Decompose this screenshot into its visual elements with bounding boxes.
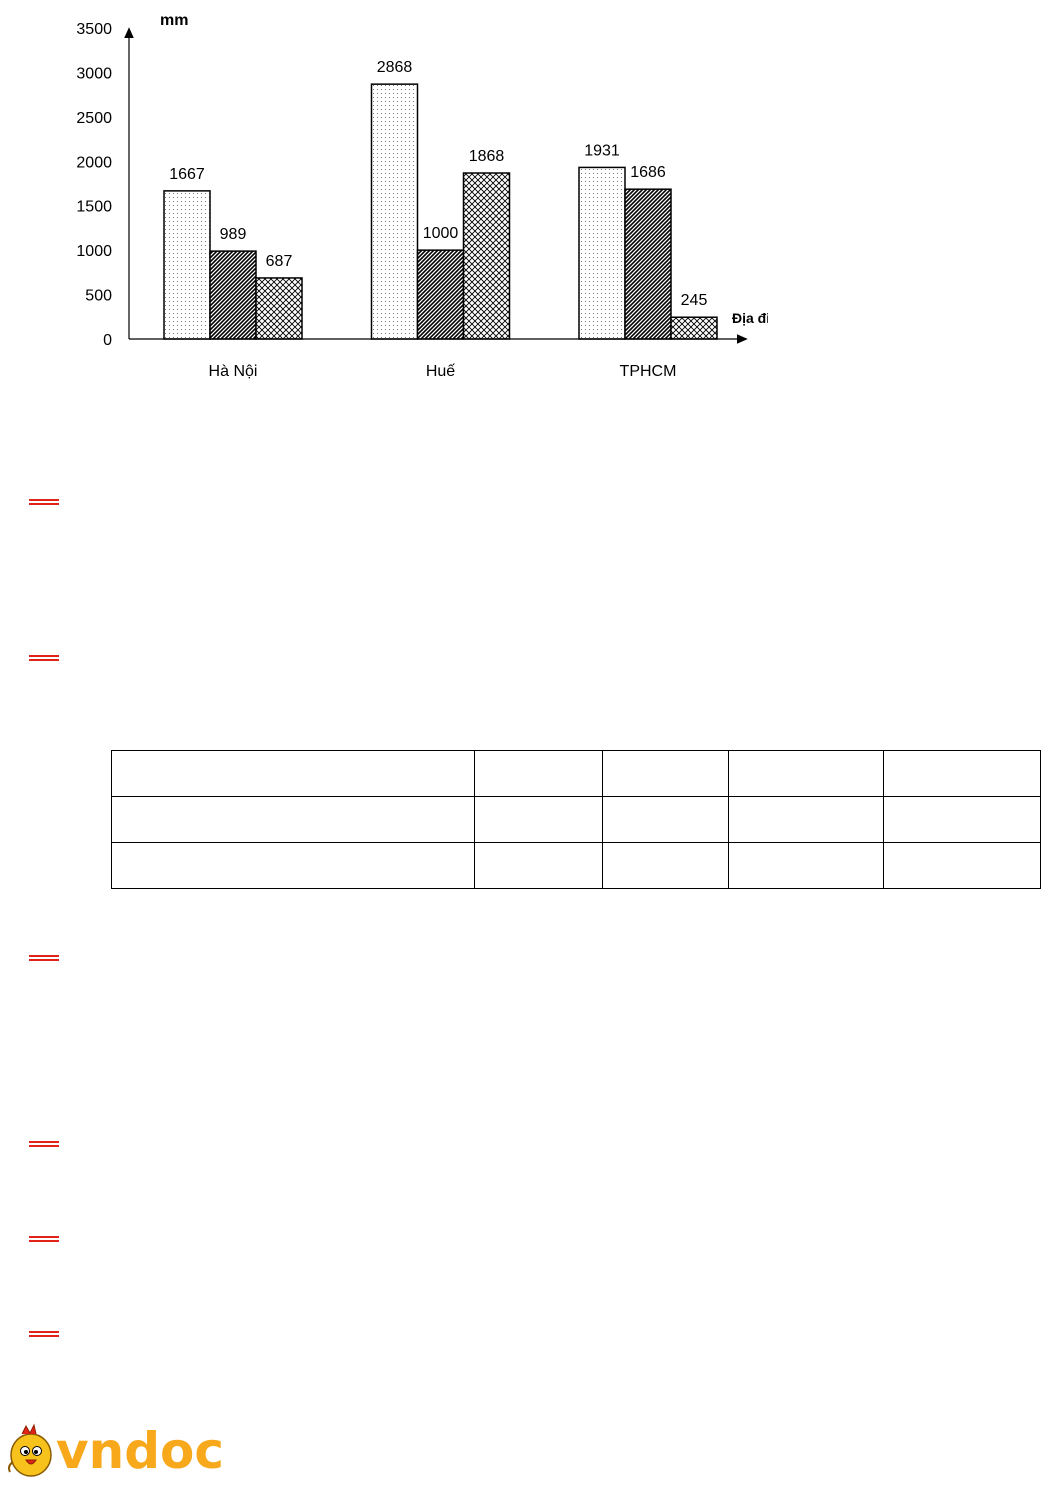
table-cell xyxy=(883,842,1041,889)
y-tick-label: 2000 xyxy=(76,154,112,171)
bar-diagonal xyxy=(416,249,465,340)
y-tick-label: 1500 xyxy=(76,199,112,216)
y-tick-label: 1000 xyxy=(76,243,112,260)
y-tick-label: 3500 xyxy=(76,21,112,38)
bar-crosshatch xyxy=(462,172,511,340)
data-label: 1000 xyxy=(423,225,459,242)
chart-svg: 0 500 1000 1500 2000 2500 3000 3500 1667 989 687 2… xyxy=(76,12,768,380)
table-cell xyxy=(602,842,729,889)
data-label: 1931 xyxy=(584,142,620,159)
table-cell xyxy=(883,796,1041,843)
table-cell xyxy=(728,750,884,797)
table-cell xyxy=(111,750,475,797)
red-double-line-marker xyxy=(29,955,59,961)
y-tick-label: 0 xyxy=(103,332,112,349)
bar-chart: 0 500 1000 1500 2000 2500 3000 3500 1667 989 687 2… xyxy=(28,0,768,392)
red-double-line-marker xyxy=(29,1331,59,1337)
x-category-label: Hà Nội xyxy=(209,363,258,380)
y-axis-title: mm xyxy=(160,12,188,29)
table-cell xyxy=(883,750,1041,797)
y-tick-label: 2500 xyxy=(76,110,112,127)
vndoc-logo: vndoc xyxy=(4,1422,224,1480)
bar-crosshatch xyxy=(255,277,303,340)
red-double-line-marker xyxy=(29,1141,59,1147)
data-label: 245 xyxy=(681,292,708,309)
x-axis-labels: Hà Nội Huế TPHCM xyxy=(209,363,677,380)
bar-dots xyxy=(163,190,211,340)
logo-text: vndoc xyxy=(56,1422,224,1480)
table-row xyxy=(111,750,1041,797)
red-double-line-marker xyxy=(29,499,59,505)
data-label: 1667 xyxy=(169,166,205,183)
table-cell xyxy=(728,796,884,843)
data-label: 1868 xyxy=(469,148,505,165)
table-cell xyxy=(474,750,603,797)
table-cell xyxy=(474,796,603,843)
red-double-line-marker xyxy=(29,1236,59,1242)
y-tick-label: 500 xyxy=(85,288,112,305)
logo-graphic: vndoc xyxy=(8,1422,224,1480)
table-cell xyxy=(602,796,729,843)
table-row xyxy=(111,796,1041,843)
data-label: 687 xyxy=(266,253,293,270)
data-label: 989 xyxy=(220,226,247,243)
table-cell xyxy=(602,750,729,797)
y-axis-ticks: 0 500 1000 1500 2000 2500 3000 3500 xyxy=(76,21,112,349)
bar-dots xyxy=(578,166,626,340)
axes-group xyxy=(124,27,748,344)
table-row xyxy=(111,842,1041,889)
x-category-label: TPHCM xyxy=(620,363,677,380)
y-tick-label: 3000 xyxy=(76,65,112,82)
table-cell xyxy=(728,842,884,889)
table-cell xyxy=(111,796,475,843)
chick-mascot-icon xyxy=(8,1423,52,1477)
data-label: 1686 xyxy=(630,164,666,181)
x-category-label: Huế xyxy=(426,363,455,380)
bar-crosshatch xyxy=(670,316,718,340)
answer-table xyxy=(111,750,1041,889)
table-cell xyxy=(111,842,475,889)
bar-diagonal xyxy=(624,188,672,340)
red-double-line-marker xyxy=(29,655,59,661)
bar-diagonal xyxy=(209,250,257,340)
bar-dots xyxy=(370,83,419,340)
table-cell xyxy=(474,842,603,889)
x-axis-title: Địa điểm xyxy=(732,310,768,326)
data-label: 2868 xyxy=(377,59,413,76)
bars-group: 1667 989 687 2868 1000 1868 1931 1686 245 xyxy=(163,59,718,340)
